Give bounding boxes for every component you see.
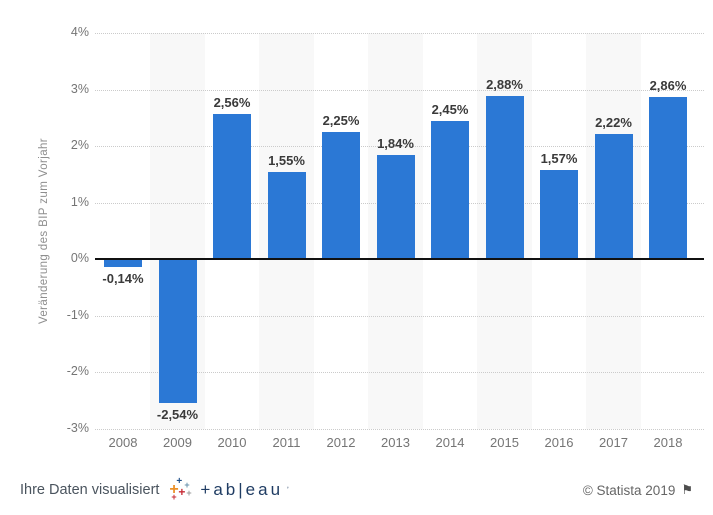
x-tick-label: 2016 bbox=[544, 435, 574, 450]
x-tick-label: 2018 bbox=[653, 435, 683, 450]
tableau-wordmark: +ab|eau bbox=[200, 480, 284, 499]
y-tick-label: 2% bbox=[70, 138, 89, 153]
y-tick-label: -1% bbox=[66, 307, 89, 322]
x-tick-label: 2011 bbox=[272, 435, 301, 450]
bar-2017[interactable] bbox=[594, 133, 633, 260]
bar-2010[interactable] bbox=[213, 114, 251, 260]
bar-2016[interactable] bbox=[540, 170, 578, 260]
tableau-logo[interactable]: + + + + + + +ab|eau ʼ bbox=[168, 477, 288, 503]
gridline bbox=[95, 89, 704, 91]
bar-value-label: 2,22% bbox=[595, 114, 632, 130]
bar-2014[interactable] bbox=[431, 120, 469, 260]
y-tick-label: -3% bbox=[66, 421, 89, 435]
bar-2018[interactable] bbox=[649, 97, 687, 260]
x-tick-label: 2017 bbox=[599, 435, 628, 450]
bar-value-label: 2,45% bbox=[431, 101, 469, 117]
y-tick-label: 4% bbox=[70, 25, 89, 39]
x-tick-label: 2015 bbox=[490, 435, 519, 450]
tableau-icon: + + + + + + bbox=[169, 476, 192, 502]
x-tick-label: 2012 bbox=[326, 435, 356, 450]
bar-value-label: 2,56% bbox=[213, 95, 251, 111]
bar-2008[interactable] bbox=[104, 259, 142, 268]
gridline bbox=[95, 146, 704, 148]
gridline bbox=[95, 372, 704, 374]
bar-value-label: 1,84% bbox=[377, 136, 414, 152]
footer: Ihre Daten visualisiert + + + + + + +ab|eau ʼ… bbox=[0, 465, 713, 515]
bar-2009[interactable] bbox=[158, 259, 197, 403]
tableau-trademark: ʼ bbox=[287, 485, 289, 495]
x-tick-label: 2014 bbox=[435, 435, 465, 450]
y-tick-label: 1% bbox=[70, 194, 89, 209]
x-tick-label: 2009 bbox=[163, 435, 192, 450]
plot-area: Veränderung des BIP zum Vorjahr 4% 3% 2% 1%… bbox=[38, 25, 704, 450]
gridline bbox=[95, 315, 704, 317]
y-tick-label: 3% bbox=[70, 81, 89, 96]
bar-value-label: 1,57% bbox=[540, 151, 578, 167]
x-tick-label: 2013 bbox=[381, 435, 410, 450]
flag-icon[interactable]: ⚑ bbox=[681, 482, 693, 497]
bar-2015[interactable] bbox=[485, 96, 524, 260]
bar-2013[interactable] bbox=[376, 155, 415, 260]
y-tick-label: 0% bbox=[70, 251, 89, 266]
bar-value-label: 2,25% bbox=[322, 113, 360, 128]
y-tick-label: -2% bbox=[66, 364, 89, 379]
x-tick-label: 2008 bbox=[108, 435, 138, 450]
statista-copyright[interactable]: © Statista 2019 bbox=[582, 482, 676, 498]
bar-2011[interactable] bbox=[267, 171, 306, 260]
footer-tagline: Ihre Daten visualisiert bbox=[20, 482, 160, 498]
bar-value-label: -2,54% bbox=[156, 406, 199, 422]
bar-value-label: 2,88% bbox=[486, 77, 523, 93]
gridline bbox=[95, 33, 704, 34]
bar-2012[interactable] bbox=[322, 132, 360, 260]
bar-value-label: 2,86% bbox=[649, 78, 687, 94]
bar-value-label: 1,55% bbox=[268, 152, 305, 168]
gridline bbox=[95, 429, 704, 430]
bar-value-label: -0,14% bbox=[102, 271, 144, 287]
x-axis-line bbox=[95, 258, 704, 261]
x-tick-label: 2010 bbox=[217, 435, 247, 450]
